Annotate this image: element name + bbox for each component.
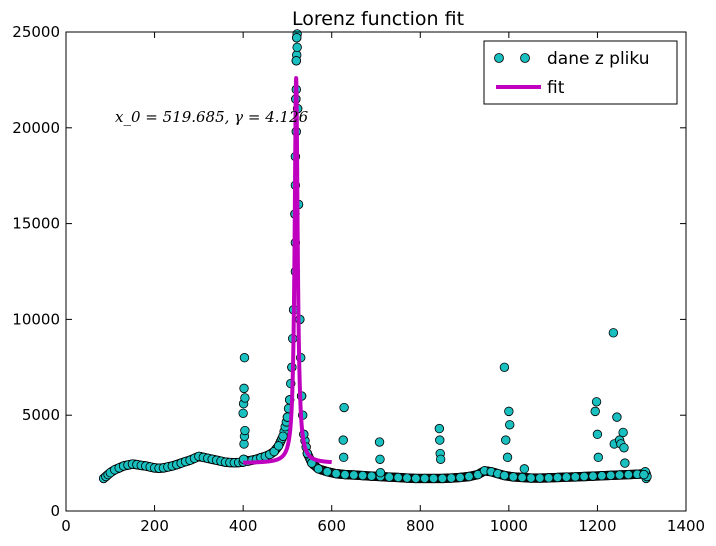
data-point [375,454,385,464]
data-point [591,397,602,407]
data-point [499,362,510,373]
data-point [322,467,332,477]
data-point [434,423,445,434]
data-point [639,469,649,480]
data-point [623,469,634,480]
data-point [597,471,607,481]
x-tick-label: 800 [406,517,435,535]
data-point [437,473,448,484]
data-point [292,33,302,43]
data-point [349,470,359,480]
data-point [240,425,250,436]
x-tick-label: 1000 [490,517,528,535]
data-point [366,471,377,481]
data-point [384,472,394,482]
data-point [502,452,513,463]
data-point [435,454,446,464]
x-tick-label: 400 [229,517,258,535]
legend: dane z pliku fit [483,40,678,105]
data-point [435,435,445,445]
data-point [504,406,514,417]
data-point [446,473,456,483]
fit-layer [241,76,334,465]
data-point [239,353,250,363]
data-point [590,406,600,417]
data-point [544,473,554,483]
data-point [552,472,563,483]
legend-box [483,40,678,105]
data-point [240,393,250,403]
data-point [291,56,301,66]
data-point [464,471,474,482]
fit-line [241,76,334,465]
data-point [411,473,421,484]
data-point [614,470,625,480]
data-point [579,471,589,482]
data-point [339,402,349,413]
data-point [273,441,284,451]
data-point [606,470,616,481]
y-tick-label: 20000 [12,119,60,137]
data-point [340,469,350,480]
data-point [393,472,403,483]
legend-marker-data [494,53,504,63]
data-point [592,429,603,440]
y-tick-label: 0 [50,502,60,520]
data-point [618,427,628,438]
data-point [508,472,518,482]
plot-frame [65,31,687,512]
chart-title: Lorenz function fit [292,8,464,30]
data-point [238,408,248,418]
data-point [428,473,439,484]
data-point [505,420,515,430]
data-point [620,458,630,468]
x-tick-label: 0 [61,517,71,535]
data-point [499,470,510,481]
legend-label-data: dane z pliku [547,49,650,69]
data-point [239,383,249,394]
data-point [374,437,385,447]
y-tick-label: 10000 [12,310,60,328]
y-tick-label: 25000 [12,23,60,41]
fit-annotation: x_0 = 519.685, γ = 4.126 [115,108,309,126]
data-point [608,328,619,338]
data-point [402,473,412,483]
data-point [338,435,348,445]
data-point [593,452,604,463]
legend-marker-data [520,53,530,63]
data-point [313,464,324,474]
y-tick-label: 15000 [12,215,60,233]
data-point [338,452,349,463]
data-point [561,472,572,482]
data-point [375,467,386,478]
y-tick-label: 5000 [22,406,60,424]
data-point [570,472,580,482]
x-tick-label: 1400 [667,517,705,535]
data-point [331,468,341,479]
data-layer [98,29,652,484]
data-point [292,42,302,53]
x-tick-label: 1200 [578,517,616,535]
data-point [455,472,465,483]
data-point [612,412,622,422]
data-point [519,464,530,474]
data-point [526,473,536,483]
data-point [278,431,288,441]
plot-area [66,32,686,511]
data-point [420,473,430,484]
legend-label-fit: fit [547,78,565,98]
x-tick-label: 600 [317,517,346,535]
x-tick-label: 200 [140,517,169,535]
data-point [619,443,629,453]
data-point [501,435,511,445]
ticks-layer: 0 200 400 600 800 1000 1200 1400 0 5000 10000 15000… [12,23,705,535]
data-point [588,471,598,481]
data-point [517,472,527,483]
data-point [535,473,545,483]
data-point [358,470,368,481]
